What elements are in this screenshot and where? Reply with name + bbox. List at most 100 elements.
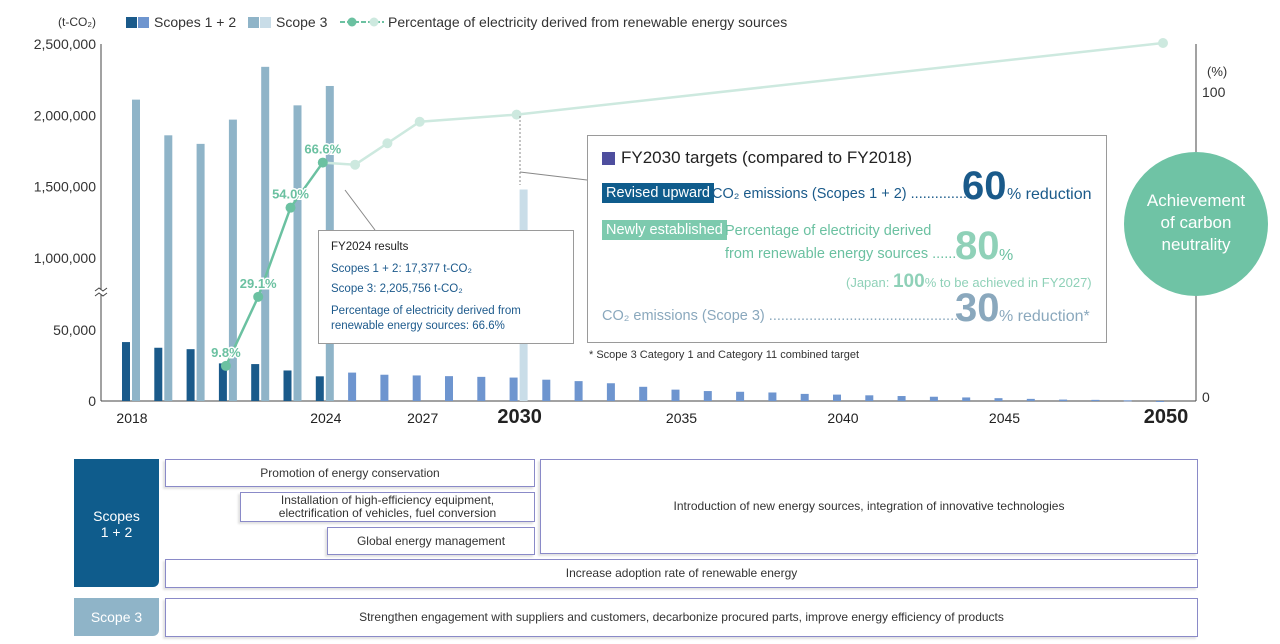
scopes12-label-line2: 1 + 2: [100, 524, 133, 540]
energy-conservation-text: Promotion of energy conservation: [260, 466, 440, 480]
results-scopes12: Scopes 1 + 2: 17,377 t-CO₂: [331, 263, 472, 275]
legend-swatch-scopes12-projected: [138, 16, 149, 28]
co2-scopes12-label: CO₂ emissions (Scopes 1 + 2): [712, 186, 907, 202]
targets-square-icon: [602, 151, 615, 165]
x-tick-label: 2030: [497, 406, 542, 428]
scope12-bar: [477, 376, 486, 401]
fy2030-targets-box: FY2030 targets (compared to FY2018) Revi…: [587, 135, 1107, 343]
scope12-bar: [186, 349, 195, 401]
scope12-bar: [509, 377, 518, 401]
engagement-bar: Strengthen engagement with suppliers and…: [165, 598, 1198, 637]
circle-line3: neutrality: [1161, 235, 1231, 254]
circle-line1: Achievement: [1146, 191, 1246, 210]
scope12-bar: [1059, 399, 1068, 401]
y-tick-label: 2,000,000: [34, 107, 96, 123]
dots-2: ......: [932, 246, 957, 262]
renewable-point: [1158, 38, 1168, 48]
y-tick-label: 2,500,000: [34, 36, 96, 52]
scope12-bar: [1123, 400, 1132, 402]
scope12-bar: [865, 395, 874, 401]
renewable-point: [285, 202, 296, 213]
scope3-bar: [293, 105, 302, 401]
x-tick-label: 2035: [666, 410, 697, 426]
scope3-bar: [132, 99, 140, 401]
x-tick-label: 2018: [116, 410, 147, 426]
scope12-bar: [445, 376, 453, 401]
y-tick-label: 1,000,000: [34, 250, 96, 266]
scope12-bar: [412, 375, 421, 401]
renewable-data-label: 54.0%: [272, 187, 309, 202]
global-energy-text: Global energy management: [356, 534, 506, 548]
renewable-point: [350, 159, 361, 170]
reduction-60: % reduction: [1007, 186, 1092, 203]
dots-1: ..............: [910, 186, 968, 202]
renewable-data-label: 66.6%: [304, 142, 341, 157]
high-efficiency-bar: Installation of high-efficiency equipmen…: [240, 492, 535, 522]
scope12-bar: [283, 370, 292, 401]
x-tick-label: 2024: [310, 410, 341, 426]
revised-upward-tag: Revised upward: [602, 183, 714, 203]
global-energy-bar: Global energy management: [327, 527, 535, 555]
renewable-point: [220, 360, 231, 371]
japan-post: % to be achieved in FY2027): [924, 275, 1092, 290]
japan-100: 100: [892, 271, 925, 292]
legend-scope3: Scope 3: [248, 14, 327, 30]
scope12-bar: [768, 392, 777, 401]
japan-pre: (Japan:: [846, 275, 893, 290]
newly-established-tag: Newly established: [602, 220, 727, 240]
x-tick-label: 2045: [989, 410, 1020, 426]
scope12-bar: [606, 383, 615, 401]
scope3-row-label: Scope 3: [74, 598, 159, 636]
renewable-point: [382, 138, 393, 149]
scope12-bar: [1156, 401, 1164, 402]
engagement-text: Strengthen engagement with suppliers and…: [359, 610, 1004, 624]
high-efficiency-line2: electrification of vehicles, fuel conver…: [278, 506, 497, 520]
renewable-point: [317, 157, 328, 168]
scope12-bar: [1026, 398, 1035, 401]
scope12-bar: [380, 374, 389, 401]
legend-scope3-label: Scope 3: [276, 14, 328, 30]
scope3-bar: [196, 143, 205, 401]
scope12-bar: [251, 364, 260, 401]
pct-80: %: [999, 247, 1014, 264]
high-efficiency-line1: Installation of high-efficiency equipmen…: [280, 493, 495, 507]
fy2024-results-box: FY2024 results Scopes 1 + 2: 17,377 t-CO…: [318, 230, 574, 344]
scope3-bar: [261, 66, 270, 402]
scope12-bar: [122, 342, 130, 401]
scope12-bar: [154, 347, 163, 401]
renewable-rate-bar: Increase adoption rate of renewable ener…: [165, 559, 1198, 588]
targets-title: FY2030 targets (compared to FY2018): [602, 148, 912, 168]
scope3-bar: [228, 119, 237, 401]
renewable-rate-text: Increase adoption rate of renewable ener…: [565, 566, 798, 580]
x-tick-label: 2050: [1144, 406, 1189, 428]
legend-swatch-scope3-projected: [260, 16, 271, 28]
energy-conservation-bar: Promotion of energy conservation: [165, 459, 535, 487]
renewable-data-label: 29.1%: [240, 276, 277, 291]
co2-scope3-label: CO₂ emissions (Scope 3): [602, 308, 765, 324]
results-scope3: Scope 3: 2,205,756 t-CO₂: [331, 283, 463, 295]
results-renewable-line1: Percentage of electricity derived from: [331, 305, 521, 317]
reduction-30: % reduction*: [999, 308, 1090, 325]
scope12-bar: [736, 391, 745, 401]
japan-target: (Japan: 100% to be achieved in FY2027): [846, 271, 1092, 293]
new-energy-text: Introduction of new energy sources, inte…: [673, 499, 1065, 513]
renewable-point: [253, 291, 264, 302]
scope12-bar: [671, 389, 680, 401]
y-axis-unit: (t-CO₂): [58, 15, 96, 29]
y-tick-label: 1,500,000: [34, 179, 96, 195]
legend-scopes12-label: Scopes 1 + 2: [154, 14, 237, 30]
renewable-line-actual: [224, 161, 324, 367]
carbon-neutrality-circle: Achievement of carbon neutrality: [1124, 152, 1268, 296]
renewable-target-line1: Percentage of electricity derived: [725, 223, 932, 239]
scope12-bar: [703, 391, 712, 401]
right-tick-label: 0: [1202, 389, 1210, 405]
co2-scope3-target: CO₂ emissions (Scope 3) ................…: [602, 308, 962, 324]
results-title: FY2024 results: [331, 241, 409, 253]
scope12-bar: [929, 396, 938, 401]
axis-break-gap: [94, 289, 108, 295]
legend-scopes12: Scopes 1 + 2: [126, 14, 236, 30]
renewable-data-label: 9.8%: [211, 345, 241, 360]
scope12-bar: [542, 379, 551, 401]
scope12-bar: [639, 386, 648, 401]
scope12-bar: [315, 376, 324, 401]
